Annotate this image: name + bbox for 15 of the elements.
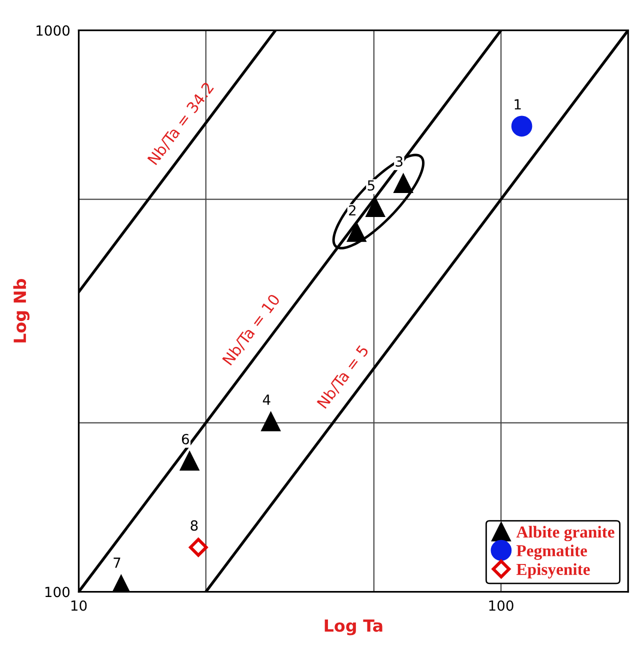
legend-label: Episyenite [516, 563, 590, 578]
annotation: 3 [396, 156, 402, 167]
legend-label: Albite granite [516, 526, 614, 542]
y-tick-label: 1000 [36, 25, 70, 36]
x-tick-label: 10 [71, 600, 87, 611]
annotation: 7 [114, 558, 120, 568]
legend-label: Pegmatite [516, 544, 588, 560]
annotation: 5 [368, 180, 374, 191]
x-axis-title: Log Ta [324, 619, 382, 636]
annotation: 4 [262, 394, 270, 405]
annotation: 8 [190, 520, 198, 531]
annotation: 1 [514, 99, 521, 110]
annotation: 6 [182, 434, 189, 444]
y-axis-title: Log Nb [13, 278, 30, 342]
annotation: 2 [349, 205, 356, 216]
